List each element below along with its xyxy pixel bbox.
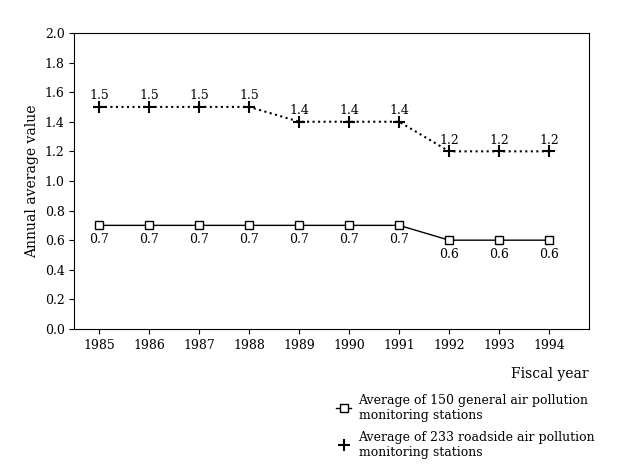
Text: Fiscal year: Fiscal year (512, 368, 589, 382)
Text: 1.5: 1.5 (190, 89, 209, 102)
Text: 1.5: 1.5 (140, 89, 159, 102)
Text: 0.7: 0.7 (140, 233, 159, 246)
Text: 0.7: 0.7 (290, 233, 309, 246)
Text: 1.4: 1.4 (389, 104, 409, 118)
Text: 0.6: 0.6 (489, 248, 509, 260)
Text: 1.4: 1.4 (290, 104, 309, 118)
Text: 0.7: 0.7 (190, 233, 209, 246)
Text: 1.2: 1.2 (539, 134, 559, 147)
Legend: Average of 150 general air pollution
monitoring stations, Average of 233 roadsid: Average of 150 general air pollution mon… (336, 394, 595, 459)
Text: 1.5: 1.5 (89, 89, 109, 102)
Text: 0.7: 0.7 (89, 233, 109, 246)
Text: 0.7: 0.7 (339, 233, 359, 246)
Text: 0.6: 0.6 (439, 248, 459, 260)
Text: 1.5: 1.5 (239, 89, 259, 102)
Text: 0.7: 0.7 (389, 233, 409, 246)
Y-axis label: Annual average value: Annual average value (25, 104, 39, 258)
Text: 1.2: 1.2 (439, 134, 459, 147)
Text: 1.4: 1.4 (339, 104, 359, 118)
Text: 0.6: 0.6 (539, 248, 559, 260)
Text: 1.2: 1.2 (489, 134, 509, 147)
Text: 0.7: 0.7 (239, 233, 259, 246)
